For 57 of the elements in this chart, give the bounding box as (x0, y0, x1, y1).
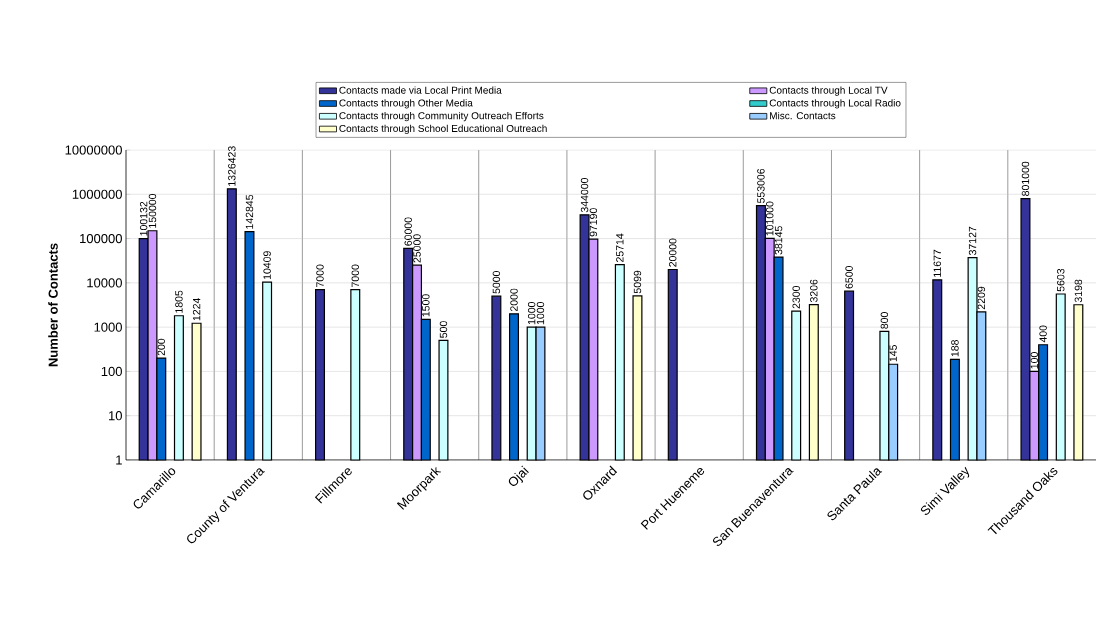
data-label: 5000 (492, 271, 501, 294)
y-tick-label: 10000 (87, 278, 122, 288)
data-label: 7000 (316, 264, 324, 287)
legend-label: Contacts through Local Radio (769, 99, 901, 109)
data-label: 150000 (148, 193, 157, 228)
data-label: 801000 (1021, 161, 1030, 196)
data-label: 1000 (536, 301, 545, 325)
data-label: 200 (157, 338, 166, 356)
y-tick-label: 1000000 (72, 189, 122, 199)
data-label: 2000 (510, 288, 518, 312)
legend-label: Contacts made via Local Print Media (339, 86, 502, 94)
legend-label: Contacts through Other Media (339, 99, 473, 109)
y-tick-label: 100 (101, 366, 122, 377)
data-label: 10409 (263, 251, 271, 280)
data-label: 500 (439, 321, 448, 338)
y-tick-label: 1 (116, 455, 122, 465)
data-label: 1326423 (228, 146, 236, 186)
x-tick-label: Ojai (508, 465, 529, 486)
data-label: 800 (880, 312, 889, 329)
legend-label: Contacts through School Educational Outreach (339, 124, 547, 134)
y-tick-label: 1000 (94, 322, 122, 332)
data-label: 100132 (139, 201, 148, 236)
data-label: 7000 (351, 264, 359, 287)
y-axis-title: Number of Contacts (48, 243, 58, 367)
y-tick-label: 100000 (80, 233, 122, 244)
data-label: 5099 (633, 270, 642, 294)
data-label: 101000 (766, 201, 774, 236)
data-label: 25714 (616, 233, 624, 262)
data-label: 188 (951, 340, 959, 357)
data-label: 1805 (175, 290, 183, 313)
data-label: 97190 (589, 208, 598, 237)
data-label: 145 (889, 345, 897, 362)
legend-label: Contacts through Community Outreach Efforts (339, 111, 544, 122)
data-label: 400 (1039, 325, 1047, 343)
data-label: 3198 (1074, 279, 1083, 303)
y-tick-label: 10000000 (65, 145, 122, 155)
legend-label: Misc. Contacts (770, 111, 836, 120)
data-label: 1000 (527, 301, 536, 325)
data-label: 1224 (192, 298, 201, 321)
y-tick-label: 10 (109, 411, 122, 421)
data-label: 60000 (404, 217, 412, 246)
data-label: 11677 (933, 249, 941, 277)
data-label: 142845 (245, 194, 254, 229)
data-label: 3206 (810, 279, 818, 303)
data-label: 553006 (757, 168, 765, 204)
data-label: 1500 (422, 294, 430, 317)
data-label: 37127 (968, 226, 977, 256)
data-label: 100 (1030, 352, 1038, 369)
legend-label: Contacts through Local TV (769, 86, 888, 96)
data-label: 2300 (792, 285, 800, 309)
data-label: 5603 (1057, 268, 1065, 292)
data-label: 344000 (580, 177, 589, 213)
data-label: 38145 (774, 226, 783, 255)
data-label: 2209 (977, 286, 986, 310)
data-label: 25000 (413, 234, 421, 263)
data-label: 20000 (669, 238, 677, 267)
data-label: 6500 (845, 265, 853, 289)
